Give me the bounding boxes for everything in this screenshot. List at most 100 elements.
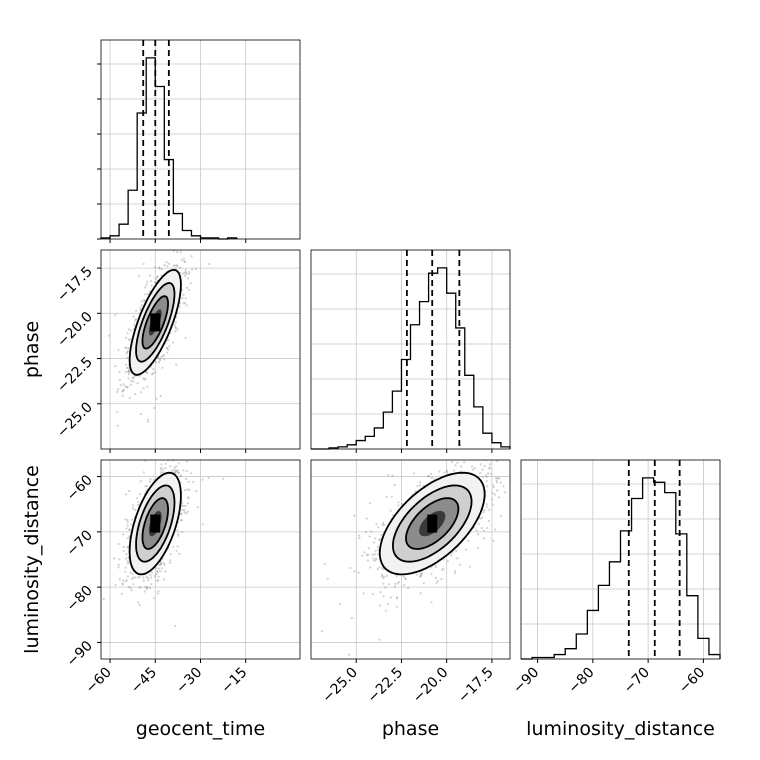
scatter-point [402,575,405,578]
x-tick-label: −70 [621,665,653,697]
scatter-point [453,570,456,573]
scatter-point [186,510,189,513]
scatter-point [349,566,352,570]
scatter-point [152,372,155,375]
scatter-point [191,268,194,271]
scatter-point [186,488,189,491]
scatter-point [129,383,132,386]
scatter-point [165,261,168,264]
scatter-point [192,480,195,484]
scatter-point [131,577,134,581]
scatter-point [190,255,193,258]
scatter-point [168,458,170,460]
scatter-point [154,371,157,374]
scatter-point [128,328,131,331]
scatter-point [373,553,376,556]
scatter-point [138,575,141,578]
scatter-point [371,592,374,596]
scatter-point [385,574,389,578]
scatter-point [125,527,128,530]
scatter-point [176,243,178,245]
scatter-point [362,592,365,595]
scatter-point [481,468,484,471]
scatter-point [145,587,148,591]
scatter-point [114,365,117,368]
scatter-point [164,462,167,465]
axis-labels: geocent_time phase luminosity_distancephas… [21,321,715,740]
scatter-point [377,549,380,552]
scatter-point [207,476,210,479]
histogram-luminosity_distance [520,459,721,660]
scatter-point [163,358,166,361]
scatter-point [368,535,371,538]
scatter-point [382,576,385,580]
scatter-point [361,554,364,557]
scatter-point [382,521,385,525]
scatter-point [122,533,125,536]
scatter-point [124,580,127,583]
scatter-point [130,523,133,526]
scatter-point [163,563,166,566]
scatter-point [144,377,147,380]
scatter-point [174,321,177,324]
scatter-point [177,244,179,246]
scatter-point [397,501,400,504]
scatter-point [377,526,380,529]
scatter-point [77,505,79,507]
scatter-point [505,456,507,458]
scatter-point [142,377,145,380]
scatter-point [185,512,188,515]
scatter-point [187,496,190,499]
scatter-point [150,583,153,586]
scatter-point [495,481,498,484]
scatter-point [117,542,120,546]
scatter-point [180,504,184,508]
scatter-point [130,379,133,382]
scatter-point [181,530,184,534]
scatter-point [373,541,376,544]
scatter-point [163,354,166,357]
scatter-point [187,426,189,428]
scatter-point [418,484,421,487]
scatter-point [127,347,130,350]
scatter-point [177,469,180,472]
x-tick-label: −17.5 [455,665,497,707]
scatter-point [376,553,380,556]
scatter-point [390,495,393,498]
scatter-point [365,554,368,557]
density-peak [427,514,438,533]
scatter-point [176,264,179,268]
scatter-point [195,490,198,493]
scatter-point [117,566,120,569]
scatter-point [160,463,163,466]
scatter-point [382,595,385,598]
panel-frame [310,459,511,660]
scatter-point [132,504,135,507]
scatter-point [194,267,198,271]
scatter-point [126,332,129,335]
scatter-point [113,557,116,560]
scatter-point [150,571,153,574]
scatter-point [496,477,499,480]
scatter-point [132,376,135,379]
scatter-point [177,533,180,536]
scatter-point [159,468,162,471]
scatter-point [180,512,183,516]
scatter-point [451,460,454,464]
scatter-point [125,486,127,488]
scatter-point [430,572,433,576]
scatter-point [190,472,193,475]
scatter-point [182,504,185,507]
scatter-point [116,390,119,393]
scatter-point [167,339,170,342]
scatter-point [129,571,132,574]
scatter-point [127,371,130,374]
scatter-point [185,469,188,473]
x-axis-label: geocent_time [136,718,265,740]
scatter-point [347,653,351,656]
histogram-geocent_time [97,39,301,240]
scatter-point [182,257,185,260]
scatter-point [166,347,169,350]
scatter-point [523,529,525,531]
scatter-point [160,567,164,570]
